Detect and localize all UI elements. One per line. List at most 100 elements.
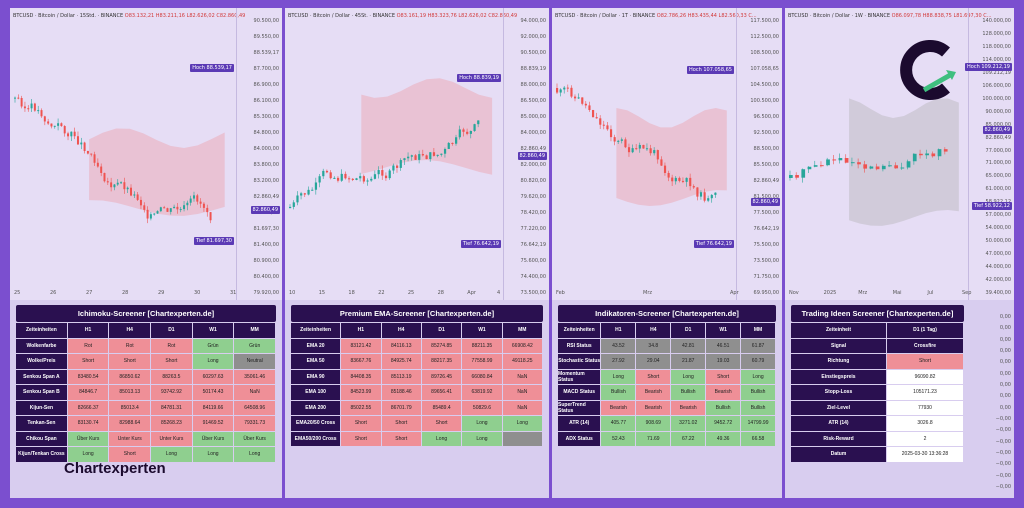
- price-tick: 77.000,00: [985, 147, 1011, 154]
- table-cell: Grün: [192, 338, 234, 353]
- candle: [857, 162, 861, 165]
- table-row: Momentum Status Long Short Long Short Long: [558, 369, 776, 384]
- table-cell: Long: [67, 447, 109, 462]
- time-axis[interactable]: 25 26 27 28 29 30 31: [10, 290, 282, 298]
- price-tick: 77.500,00: [753, 210, 779, 216]
- table-cell: 84925.74: [381, 354, 421, 369]
- table-cell: Long: [421, 431, 462, 446]
- row-label: Senkou Span A: [16, 369, 67, 384]
- price-tick: 100.000,00: [982, 95, 1011, 102]
- time-tick: Feb: [556, 290, 565, 296]
- candle: [381, 170, 384, 176]
- time-tick: Apr: [467, 290, 476, 296]
- table-cell: 86850.62: [109, 369, 151, 384]
- table-cell: Short: [341, 416, 381, 431]
- row-label: Senkou Span B: [16, 385, 67, 400]
- candle: [418, 154, 421, 160]
- high-label: Hoch 88.839,19: [457, 74, 501, 82]
- time-axis[interactable]: Feb Mrz Apr: [552, 290, 782, 298]
- high-label: Hoch 107.058,65: [687, 66, 734, 74]
- table-header-row: Zeiteinheiten H1 H4 D1 W1 MM: [16, 323, 276, 338]
- table-cell: 85013.13: [109, 385, 151, 400]
- price-tick: 82.000,00: [520, 162, 546, 168]
- table-cell: 85268.23: [151, 416, 192, 431]
- row-label: Signal: [791, 338, 886, 353]
- candle: [189, 198, 192, 203]
- candle: [399, 160, 402, 168]
- column-header: W1: [192, 323, 234, 338]
- row-label: ADX Status: [558, 431, 601, 446]
- table-cell: 88211.35: [462, 338, 502, 353]
- chart-1d[interactable]: BTCUSD · Bitcoin / Dollar · 1T · BINANCE…: [552, 8, 782, 300]
- chart-1w[interactable]: BTCUSD · Bitcoin / Dollar · 1W · BINANCE…: [785, 8, 1014, 300]
- row-label: Datum: [791, 447, 886, 462]
- row-label: ATR (14): [558, 416, 601, 431]
- price-tick: 85.300,00: [253, 114, 279, 120]
- candle: [156, 211, 159, 214]
- candle: [838, 158, 843, 161]
- candle: [116, 182, 119, 185]
- time-axis[interactable]: Nov 2025 Mrz Mai Jul Sep: [785, 290, 1014, 298]
- price-axis[interactable]: 90.500,00 89.550,00 88.539,17 87.700,00 86.9…: [236, 8, 282, 300]
- table-cell: Long: [741, 369, 776, 384]
- candle: [355, 178, 358, 180]
- table-cell: 61.87: [741, 338, 776, 353]
- table-cell: Long: [671, 369, 706, 384]
- price-tick: 82.860,49: [520, 146, 546, 152]
- candle: [83, 142, 86, 151]
- table-cell: Long: [502, 416, 542, 431]
- table-cell: 71.69: [636, 431, 671, 446]
- candle: [595, 117, 598, 119]
- candle: [53, 125, 56, 127]
- price-tick: 85.500,00: [753, 162, 779, 168]
- column-header: MM: [234, 323, 275, 338]
- candle: [192, 195, 195, 199]
- price-tick: 69.950,00: [753, 290, 779, 296]
- price-axis[interactable]: 140.000,00 128.000,00 118.000,00 114.000,00…: [968, 8, 1014, 300]
- candle: [370, 178, 373, 181]
- row-label: Zeiteinheit: [791, 323, 886, 338]
- row-label: Einstiegspreis: [791, 369, 886, 384]
- price-axis[interactable]: 117.500,00 112.500,00 108.500,00 107.058,65…: [736, 8, 782, 300]
- time-axis[interactable]: 10 15 18 22 25 28 Apr 4: [285, 290, 549, 298]
- candle: [407, 156, 410, 159]
- candle: [80, 142, 83, 145]
- table-row: EMA 200 85022.55 86701.79 85489.4 50829.6 NaN: [291, 400, 543, 415]
- chart-title: BTCUSD · Bitcoin / Dollar · 15Std. · BIN…: [13, 13, 246, 19]
- candle: [73, 131, 76, 137]
- candle: [602, 124, 605, 126]
- candle: [173, 206, 176, 209]
- table-cell: 85274.85: [421, 338, 462, 353]
- time-tick: Mrz: [643, 290, 652, 296]
- chart-45m[interactable]: BTCUSD · Bitcoin / Dollar · 45St. · BINA…: [285, 8, 549, 300]
- price-tick: 50.000,00: [985, 238, 1011, 245]
- time-tick: 10: [289, 290, 296, 296]
- candle: [425, 155, 428, 160]
- candle: [477, 120, 480, 125]
- time-tick: 25: [407, 290, 415, 296]
- time-tick: 18: [348, 290, 355, 296]
- table-row: Zeiteinheit D1 (1 Tag): [791, 323, 964, 338]
- candle: [100, 166, 103, 173]
- table-cell: 908.69: [636, 416, 671, 431]
- price-tick: 80.400,00: [253, 274, 279, 280]
- candle: [47, 121, 50, 124]
- table-row: Senkou Span B 84846.7 85013.13 93742.92 5017…: [16, 385, 276, 400]
- row-label: Wolke/Preis: [16, 354, 67, 369]
- price-axis[interactable]: 94.000,00 92.000,00 90.500,00 88.839,19 88.0…: [503, 8, 549, 300]
- chart-15h[interactable]: BTCUSD · Bitcoin / Dollar · 15Std. · BIN…: [10, 8, 282, 300]
- candle: [359, 176, 362, 179]
- row-label: Stopp-Loss: [791, 385, 886, 400]
- price-tick: 100.500,00: [750, 98, 779, 104]
- table-cell: 86701.79: [381, 400, 421, 415]
- price-tick: 0,00: [999, 393, 1011, 400]
- price-tick: 88.500,00: [753, 146, 779, 152]
- candle: [912, 153, 917, 162]
- chart-canvas: [14, 94, 225, 224]
- candle: [819, 165, 824, 167]
- candle: [635, 148, 638, 150]
- price-tick: 90.500,00: [520, 50, 546, 56]
- table-row: Einstiegspreis 96090.82: [791, 369, 964, 384]
- table-cell: 9452.72: [706, 416, 741, 431]
- table-row: ADX Status 52.43 71.69 67.22 49.36 66.58: [558, 431, 776, 446]
